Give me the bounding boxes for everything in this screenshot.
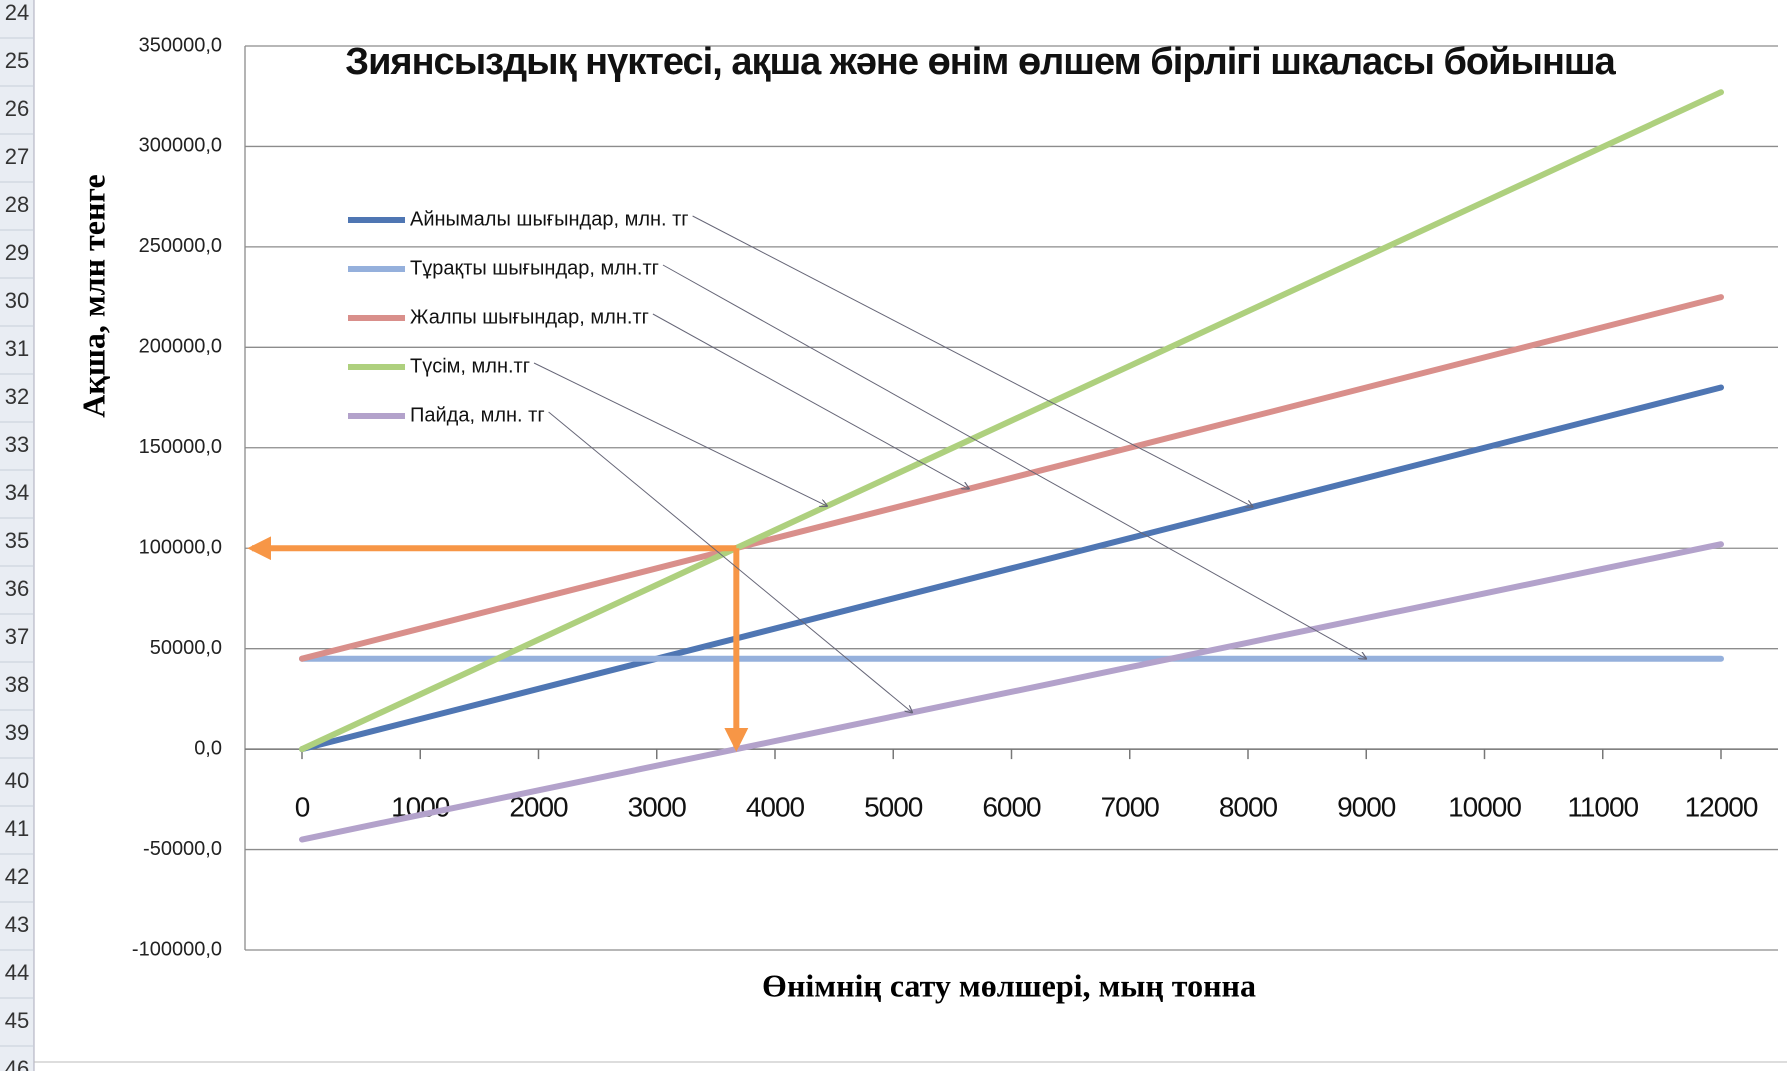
legend-label: Түсім, млн.тг: [410, 355, 530, 377]
row-header: 42: [5, 864, 29, 889]
row-header: 39: [5, 720, 29, 745]
legend-label: Пайда, млн. тг: [410, 404, 545, 426]
x-tick-label: 9000: [1337, 791, 1396, 822]
row-header: 40: [5, 768, 29, 793]
row-header: 45: [5, 1008, 29, 1033]
series-line: [299, 89, 1724, 753]
x-tick-label: 8000: [1219, 791, 1278, 822]
y-tick-label: 50000,0: [150, 637, 222, 659]
chart-area: [34, 0, 1787, 1071]
row-header: 26: [5, 96, 29, 121]
row-header: 37: [5, 624, 29, 649]
y-tick-label: 150000,0: [139, 436, 222, 458]
leader-line: [662, 264, 1366, 659]
x-tick-label: 4000: [746, 791, 805, 822]
leader-line: [692, 215, 1253, 507]
row-header: 46: [5, 1056, 29, 1071]
row-header: 31: [5, 336, 29, 361]
y-tick-label: 350000,0: [139, 34, 222, 56]
x-tick-label: 5000: [864, 791, 923, 822]
x-tick-label: 3000: [628, 791, 687, 822]
row-header: 28: [5, 192, 29, 217]
leader-line: [652, 313, 969, 489]
row-header: 44: [5, 960, 29, 985]
row-header: 38: [5, 672, 29, 697]
row-header: 32: [5, 384, 29, 409]
chart-title: Зиянсыздық нүктесі, ақша және өнім өлшем…: [345, 41, 1615, 83]
x-tick-label: 7000: [1101, 791, 1160, 822]
row-header: 25: [5, 48, 29, 73]
x-tick-label: 11000: [1567, 791, 1638, 822]
series-line: [299, 541, 1724, 843]
series-line: [299, 294, 1724, 662]
y-tick-label: -100000,0: [132, 938, 222, 960]
y-tick-label: 100000,0: [139, 537, 222, 559]
legend-label: Тұрақты шығындар, млн.тг: [410, 257, 659, 279]
row-header: 43: [5, 912, 29, 937]
y-axis-title: Ақша, млн тенге: [75, 174, 111, 417]
row-header-column: [0, 0, 34, 1071]
x-tick-label: 6000: [982, 791, 1041, 822]
row-header: 24: [5, 0, 29, 25]
row-header: 41: [5, 816, 29, 841]
leader-line: [533, 362, 827, 506]
x-tick-label: 10000: [1448, 791, 1521, 822]
x-axis-title: Өнімнің сату мөлшері, мың тонна: [762, 967, 1256, 1003]
leader-line: [548, 411, 913, 713]
y-tick-label: 250000,0: [139, 235, 222, 257]
x-tick-label: 12000: [1685, 791, 1758, 822]
row-header: 27: [5, 144, 29, 169]
row-header: 33: [5, 432, 29, 457]
y-tick-label: 200000,0: [139, 336, 222, 358]
row-header: 35: [5, 528, 29, 553]
row-header: 36: [5, 576, 29, 601]
y-tick-label: -50000,0: [143, 838, 222, 860]
row-header: 29: [5, 240, 29, 265]
row-header: 34: [5, 480, 29, 505]
x-tick-label: 0: [295, 791, 310, 822]
legend-label: Айнымалы шығындар, млн. тг: [410, 208, 689, 230]
legend-label: Жалпы шығындар, млн.тг: [410, 306, 649, 328]
row-header: 30: [5, 288, 29, 313]
y-tick-label: 0,0: [194, 737, 222, 759]
series-line: [299, 384, 1724, 753]
y-tick-label: 300000,0: [139, 135, 222, 157]
